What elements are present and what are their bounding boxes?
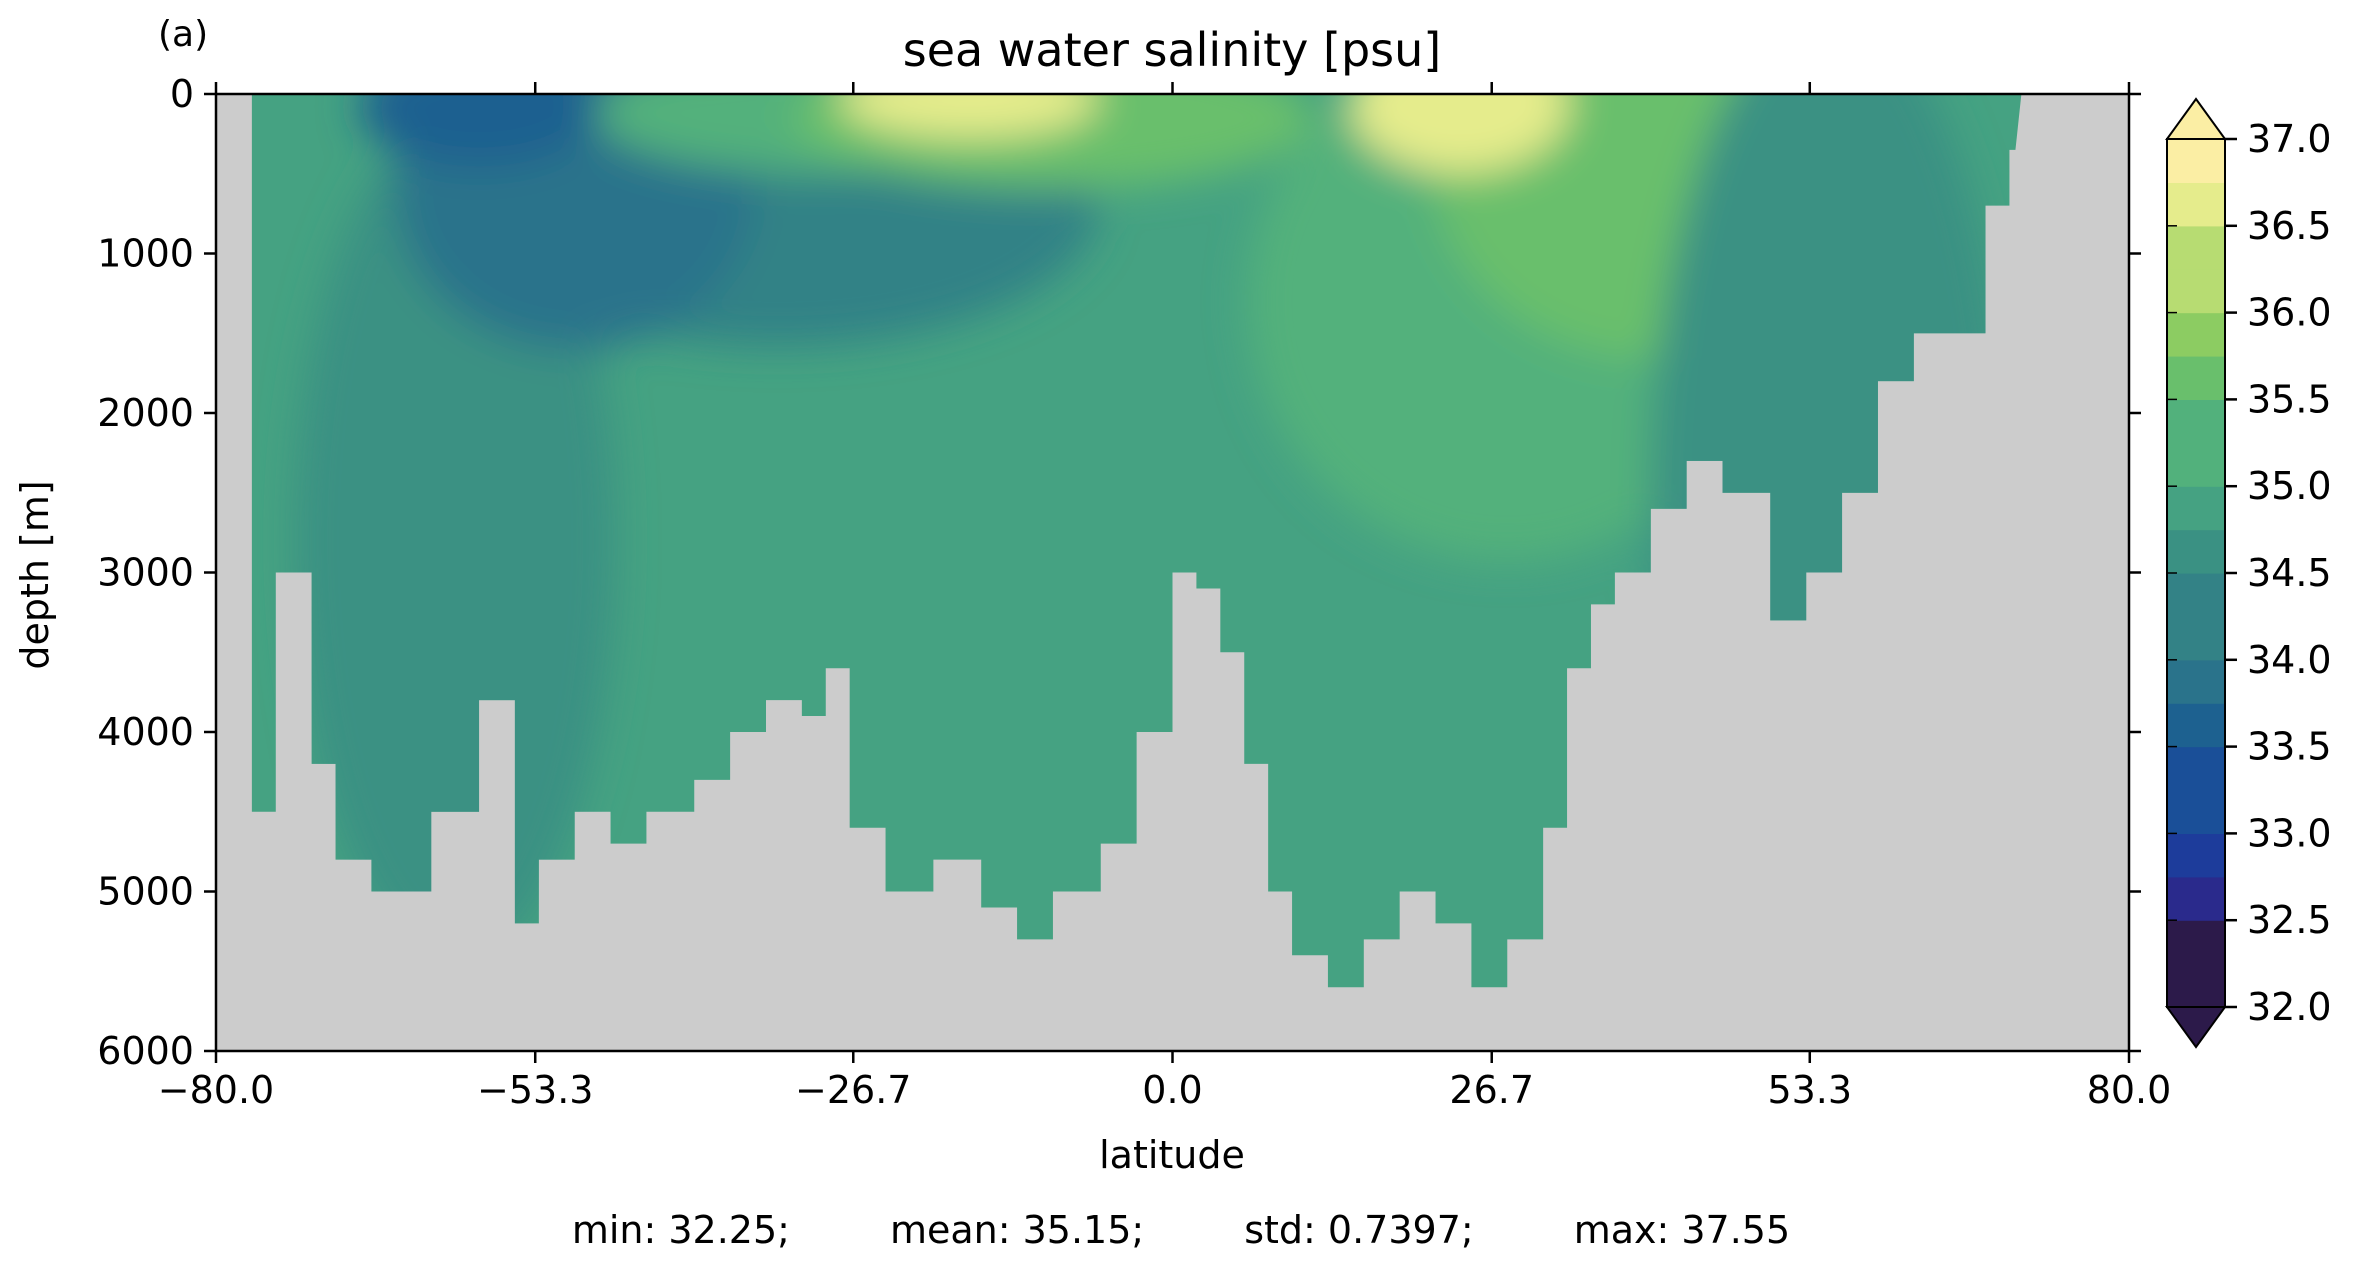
north-salinity-max [1349,94,1570,174]
colorbar-segment [2167,659,2225,704]
y-tick-label: 5000 [97,870,194,914]
x-tick-label: 80.0 [2087,1068,2172,1112]
y-tick-label: 4000 [97,710,194,754]
colorbar-segment [2167,963,2225,1008]
colorbar: 32.0 32.5 33.0 33.5 34.0 34.5 35.0 35.5 36.0 36.5… [2165,97,2332,1049]
panel-label: (a) [158,14,208,55]
colorbar-segment [2167,486,2225,531]
colorbar-tick-label: 34.0 [2247,638,2332,682]
colorbar-tick-label: 33.5 [2247,725,2332,769]
colorbar-segment [2167,703,2225,748]
colorbar-segment [2167,182,2225,227]
colorbar-tick-label: 32.0 [2247,985,2332,1029]
x-tick-label: −80.0 [158,1068,274,1112]
colorbar-segment [2167,312,2225,357]
southern-fresh-surface [359,94,600,167]
x-axis: −80.0 −53.3 −26.7 0.0 26.7 53.3 80.0 [158,82,2172,1112]
fresh-intermediate-water [394,94,755,350]
colorbar-segment [2167,442,2225,487]
colorbar-segment [2167,225,2225,270]
colorbar-tick-label: 35.5 [2247,377,2332,421]
colorbar-segment [2167,139,2225,183]
colorbar-extend-max [2165,97,2227,140]
colorbar-tick-label: 35.0 [2247,464,2332,508]
x-axis-label: latitude [1099,1133,1245,1177]
colorbar-segment [2167,616,2225,661]
colorbar-tick-label: 33.0 [2247,811,2332,855]
stat-max: max: 37.55 [1573,1208,1791,1252]
y-tick-label: 6000 [97,1029,194,1073]
y-axis: 0 1000 2000 3000 4000 5000 6000 [97,72,2141,1073]
colorbar-tick-label: 36.5 [2247,204,2332,248]
y-tick-label: 0 [170,72,194,116]
x-tick-label: −26.7 [795,1068,911,1112]
colorbar-segment [2167,876,2225,921]
colorbar-segment [2167,269,2225,314]
y-axis-label: depth [m] [13,480,57,669]
stat-min: min: 32.25; [571,1208,790,1252]
south-salinity-max [839,94,1100,139]
colorbar-segment [2167,399,2225,444]
x-tick-label: 0.0 [1142,1068,1202,1112]
colorbar-segment [2167,529,2225,574]
y-tick-label: 3000 [97,551,194,595]
colorbar-segment [2167,573,2225,617]
colorbar-tick-label: 34.5 [2247,551,2332,595]
colorbar-segment [2167,833,2225,878]
colorbar-tick-label: 37.0 [2247,117,2332,161]
x-tick-label: −53.3 [477,1068,593,1112]
plot-area [216,94,2129,1051]
summary-statistics: min: 32.25; mean: 35.15; std: 0.7397; max: … [0,1208,2362,1252]
x-tick-label: 53.3 [1767,1068,1852,1112]
colorbar-segment [2167,920,2225,965]
y-tick-label: 2000 [97,391,194,435]
colorbar-tick-label: 36.0 [2247,291,2332,335]
colorbar-tick-label: 32.5 [2247,898,2332,942]
stat-mean: mean: 35.15; [889,1208,1145,1252]
stat-std: std: 0.7397; [1244,1208,1474,1252]
x-tick-label: 26.7 [1449,1068,1534,1112]
colorbar-segment [2167,746,2225,791]
colorbar-extend-min [2165,1006,2227,1049]
colorbar-segment [2167,790,2225,834]
y-tick-label: 1000 [97,232,194,276]
chart-title: sea water salinity [psu] [903,23,1442,77]
colorbar-segment [2167,356,2225,400]
